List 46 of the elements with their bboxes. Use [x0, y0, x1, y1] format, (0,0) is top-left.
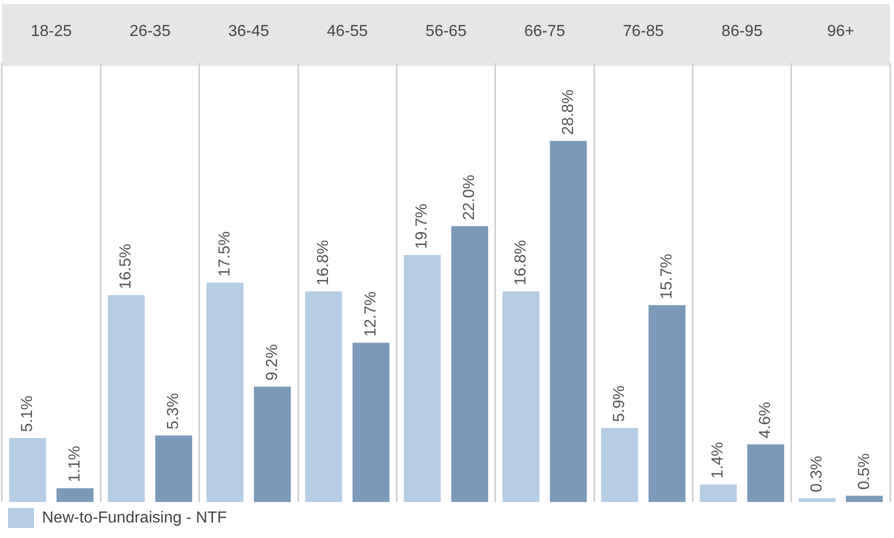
- bar: [206, 282, 244, 502]
- bar: [798, 498, 836, 502]
- data-label: 28.8%: [560, 90, 577, 135]
- bar: [502, 291, 540, 502]
- x-tick-label: 46-55: [326, 23, 368, 40]
- bar: [155, 436, 192, 502]
- bar: [108, 295, 145, 502]
- legend-label: New-to-Fundraising - NTF: [42, 509, 228, 526]
- data-label: 15.7%: [658, 254, 676, 300]
- data-label: 22.0%: [461, 174, 478, 220]
- x-tick-label: 76-85: [622, 23, 664, 40]
- bar: [846, 496, 883, 502]
- data-label: 9.2%: [264, 344, 281, 381]
- bar: [747, 444, 784, 502]
- bar: [550, 140, 587, 502]
- data-label: 5.1%: [19, 396, 36, 432]
- bar: [601, 428, 638, 502]
- data-label: 16.8%: [315, 240, 332, 286]
- bar: [404, 255, 441, 502]
- data-label: 16.5%: [118, 244, 135, 290]
- x-tick-label: 56-65: [426, 23, 467, 40]
- x-tick-label: 86-95: [722, 23, 763, 40]
- data-label: 16.8%: [512, 240, 530, 286]
- bar: [9, 438, 46, 502]
- data-label: 5.3%: [165, 393, 182, 430]
- bar: [648, 305, 686, 502]
- bar: [56, 488, 94, 502]
- bar: [254, 386, 291, 502]
- x-tick-label: 26-35: [130, 23, 171, 40]
- data-label: 1.1%: [66, 446, 84, 482]
- data-label: 19.7%: [414, 204, 431, 250]
- bar: [700, 484, 737, 502]
- data-label: 0.3%: [808, 456, 826, 492]
- bar: [352, 342, 390, 502]
- data-label: 4.6%: [757, 402, 774, 438]
- x-tick-label: 36-45: [228, 23, 270, 40]
- x-tick-label: 18-25: [30, 23, 72, 40]
- data-label: 17.5%: [216, 231, 234, 277]
- data-label: 1.4%: [710, 442, 727, 478]
- data-label: 12.7%: [362, 291, 380, 337]
- bar: [305, 291, 342, 502]
- data-label: 5.9%: [611, 386, 628, 422]
- data-label: 0.5%: [856, 453, 873, 490]
- x-tick-label: 96+: [827, 23, 854, 40]
- bar: [451, 226, 488, 502]
- x-tick-label: 66-75: [524, 23, 566, 40]
